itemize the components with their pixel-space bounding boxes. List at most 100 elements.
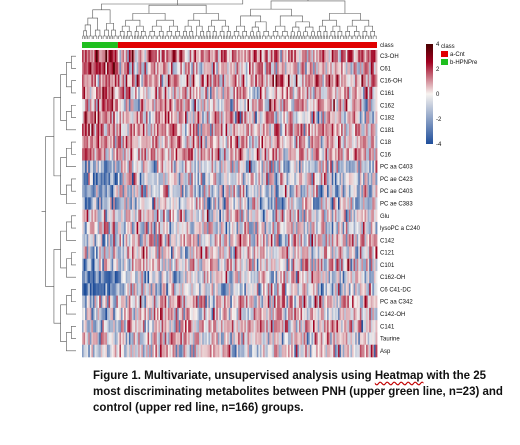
heatmap-cell <box>244 148 247 161</box>
heatmap-cell <box>362 148 365 161</box>
heatmap-cell <box>298 74 301 88</box>
heatmap-cell <box>156 74 159 88</box>
heatmap-cell <box>352 320 354 333</box>
heatmap-cell <box>353 234 356 247</box>
heatmap-cell <box>336 234 339 247</box>
heatmap-cell <box>322 258 325 272</box>
heatmap-cell <box>325 283 328 296</box>
column-dendrogram-lines <box>82 0 377 39</box>
heatmap-cell <box>113 148 116 161</box>
heatmap-cell <box>89 172 92 186</box>
heatmap-cell <box>127 197 130 210</box>
heatmap-cell <box>316 50 319 63</box>
heatmap-cell <box>238 283 241 296</box>
heatmap-cell <box>345 234 348 247</box>
heatmap-cell <box>199 332 202 346</box>
heatmap-cell <box>375 344 378 358</box>
heatmap-cell <box>341 172 344 186</box>
heatmap-cell <box>283 258 286 272</box>
heatmap-cell <box>327 123 330 137</box>
heatmap-cell <box>233 271 236 284</box>
heatmap-cell <box>370 160 373 174</box>
heatmap-cell <box>153 197 156 210</box>
heatmap-cell <box>205 332 208 346</box>
heatmap-cell <box>245 172 248 186</box>
heatmap-cell <box>367 283 370 296</box>
heatmap-cell <box>192 307 195 321</box>
heatmap-cell <box>230 99 233 112</box>
heatmap-cell <box>209 332 212 346</box>
heatmap-cell <box>247 283 250 296</box>
heatmap-cell <box>253 258 256 272</box>
heatmap-cell <box>175 148 178 161</box>
heatmap-cell <box>267 160 270 174</box>
heatmap-cell <box>317 258 320 272</box>
heatmap-cell <box>222 209 225 223</box>
heatmap-cell <box>188 332 191 346</box>
heatmap-cell <box>364 344 367 358</box>
heatmap-cell <box>362 246 365 260</box>
heatmap-cell <box>241 135 244 149</box>
heatmap-cell <box>217 123 220 137</box>
heatmap-cell <box>325 185 328 198</box>
heatmap-cell <box>149 295 152 309</box>
heatmap-cell <box>185 283 187 296</box>
heatmap-cell <box>113 86 116 100</box>
heatmap-cell <box>300 295 303 309</box>
heatmap-cell <box>96 283 99 296</box>
heatmap-cell <box>106 283 109 296</box>
heatmap-cell <box>186 221 189 235</box>
heatmap-cell <box>125 160 128 174</box>
heatmap-cell <box>113 283 116 296</box>
heatmap-cell <box>322 271 325 284</box>
heatmap-cell <box>266 295 269 309</box>
heatmap-cell <box>359 320 362 333</box>
heatmap-cell <box>177 148 180 161</box>
heatmap-cell <box>202 99 205 112</box>
heatmap-cell <box>86 74 89 88</box>
heatmap-cell <box>153 86 156 100</box>
heatmap-cell <box>124 307 127 321</box>
heatmap-cell <box>331 86 334 100</box>
heatmap-cell <box>230 344 233 358</box>
heatmap-cell <box>220 221 223 235</box>
heatmap-cell <box>252 74 255 88</box>
heatmap-cell <box>283 172 286 186</box>
heatmap-cell <box>359 209 362 223</box>
heatmap-cell <box>128 148 131 161</box>
heatmap-cell <box>258 135 261 149</box>
heatmap-cell <box>166 50 169 63</box>
heatmap-cell <box>288 74 290 88</box>
heatmap-cell <box>320 320 323 333</box>
heatmap-cell <box>216 307 219 321</box>
heatmap-cell <box>297 160 300 174</box>
heatmap-cell <box>331 185 334 198</box>
heatmap-cell <box>259 185 262 198</box>
heatmap-cell <box>188 271 191 284</box>
heatmap-cell <box>139 344 142 358</box>
heatmap-cell <box>239 62 242 75</box>
heatmap-cell <box>175 295 178 309</box>
heatmap-cell <box>352 86 354 100</box>
heatmap-cell <box>199 246 202 260</box>
heatmap-cell <box>358 344 361 358</box>
heatmap-cell <box>214 160 217 174</box>
heatmap-cell <box>337 307 340 321</box>
heatmap-cell <box>244 135 247 149</box>
heatmap-cell <box>197 197 200 210</box>
heatmap-cell <box>183 111 186 124</box>
heatmap-cell <box>103 172 106 186</box>
heatmap-cell <box>316 185 319 198</box>
heatmap-cell <box>211 172 214 186</box>
heatmap-chart: class C3-OHC61C16-OHC161C162C182C181C18C… <box>41 0 478 358</box>
heatmap-cell <box>227 234 230 247</box>
heatmap-cell <box>330 283 333 296</box>
heatmap-cell <box>230 221 233 235</box>
heatmap-cell <box>250 209 253 223</box>
heatmap-cell <box>172 135 175 149</box>
heatmap-cell <box>284 172 287 186</box>
heatmap-cell <box>280 74 283 88</box>
heatmap-cell <box>178 111 181 124</box>
heatmap-cell <box>250 221 253 235</box>
heatmap-cell <box>116 160 119 174</box>
